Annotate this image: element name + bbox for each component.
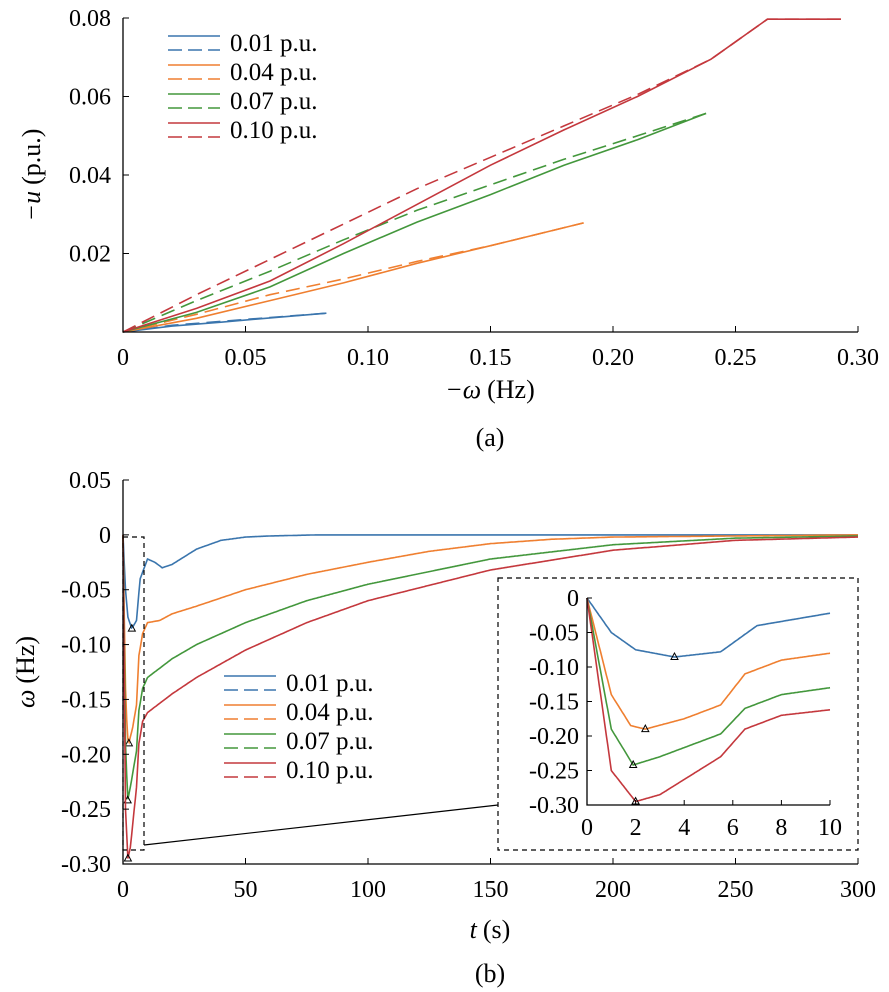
inset-nadir-marker xyxy=(670,651,679,660)
inset-ytick-label: 0 xyxy=(567,586,579,612)
series-solid-line xyxy=(122,534,858,630)
panel-b-xlabel: t (s) xyxy=(470,915,511,944)
zoom-region-box xyxy=(122,536,145,851)
panel-a-ytick-label: 0.08 xyxy=(69,6,111,32)
panel-b-xtick-label: 100 xyxy=(350,877,386,903)
panel-a-xtick-label: 0.10 xyxy=(347,345,389,371)
inset-xtick-label: 6 xyxy=(727,815,739,841)
inset-ytick-label: -0.05 xyxy=(529,621,579,647)
panel-b-xtick-label: 50 xyxy=(234,877,258,903)
panel-b-legend-label: 0.07 p.u. xyxy=(286,728,374,755)
inset-xtick-label: 4 xyxy=(678,815,690,841)
series-solid-line xyxy=(122,534,858,800)
panel-b-ytick-label: 0.05 xyxy=(69,468,111,494)
inset-ytick-label: -0.30 xyxy=(529,793,579,819)
panel-b-caption: (b) xyxy=(475,959,505,988)
nadir-marker xyxy=(123,853,133,862)
series-dashed-line xyxy=(122,222,584,333)
nadir-marker xyxy=(124,738,134,747)
panel-b-ytick-label: -0.15 xyxy=(61,687,111,713)
inset-series-line xyxy=(586,597,831,803)
panel-a-ylabel: −u(p.u.) xyxy=(17,129,46,222)
inset-ytick-label: -0.20 xyxy=(529,724,579,750)
inset-xtick-label: 2 xyxy=(630,815,642,841)
panel-b-xtick-label: 0 xyxy=(117,877,129,903)
series-solid-line xyxy=(122,312,327,333)
panel-b-ytick-label: -0.05 xyxy=(61,578,111,604)
inset-xtick-label: 10 xyxy=(818,815,842,841)
panel-b-legend: 0.01 p.u.0.04 p.u.0.07 p.u.0.10 p.u. xyxy=(224,670,374,784)
inset-series-line xyxy=(586,597,831,658)
panel-b-series xyxy=(122,534,858,862)
zoom-connector-line xyxy=(143,804,499,846)
panel-a: 0 0.05 0.10 0.15 0.20 0.25 0.30 0.02 0.04 0.06 0.0… xyxy=(17,6,879,452)
panel-a-ticks: 0 0.05 0.10 0.15 0.20 0.25 0.30 0.02 0.04 0.06 0.0… xyxy=(69,6,879,371)
series-solid-line xyxy=(122,534,858,859)
inset-series xyxy=(586,597,831,805)
inset-xtick-label: 0 xyxy=(581,815,593,841)
panel-b-xtick-label: 300 xyxy=(840,877,876,903)
nadir-marker xyxy=(127,623,137,632)
panel-a-xtick-label: 0.20 xyxy=(592,345,634,371)
panel-a-xtick-label: 0.25 xyxy=(715,345,757,371)
panel-b-ytick-label: -0.10 xyxy=(61,633,111,659)
panel-a-ytick-label: 0.02 xyxy=(69,242,111,268)
panel-b-xtick-label: 150 xyxy=(473,877,509,903)
panel-a-ytick-label: 0.04 xyxy=(69,163,111,189)
inset-nadir-marker xyxy=(628,759,638,768)
panel-b: 0 50 100 150 200 250 3000.050-0.05-0.10-0.15-0… xyxy=(11,468,876,988)
panel-b-xtick-label: 250 xyxy=(718,877,754,903)
series-dashed-line xyxy=(122,18,841,333)
panel-b-legend-label: 0.04 p.u. xyxy=(286,699,374,726)
panel-a-caption: (a) xyxy=(476,423,505,452)
panel-a-legend-label: 0.04 p.u. xyxy=(230,59,318,86)
inset-ytick-label: -0.15 xyxy=(529,690,579,716)
panel-a-xlabel: −ω (Hz) xyxy=(445,375,535,404)
series-solid-line xyxy=(122,18,841,333)
inset-series-line xyxy=(586,597,831,766)
panel-a-legend-label: 0.07 p.u. xyxy=(230,88,318,115)
inset-ticks: 0 2 4 6 8 10 0 -0.05 -0.10 -0.15 -0.20 -0.25 -0.30 xyxy=(529,586,842,841)
series-dashed-line xyxy=(122,112,707,333)
panel-b-legend-label: 0.10 p.u. xyxy=(286,757,374,784)
panel-b-legend-label: 0.01 p.u. xyxy=(286,670,374,697)
panel-b-ylabel: ω(Hz) xyxy=(11,636,40,708)
panel-a-xtick-label: 0.30 xyxy=(837,345,879,371)
panel-a-series xyxy=(122,18,841,333)
panel-b-ytick-label: -0.20 xyxy=(61,742,111,768)
panel-a-legend-label: 0.01 p.u. xyxy=(230,30,318,57)
panel-a-xtick-label: 0 xyxy=(117,345,129,371)
panel-a-legend-label: 0.10 p.u. xyxy=(230,117,318,144)
panel-b-ytick-label: -0.30 xyxy=(61,852,111,878)
panel-b-ticks: 0 50 100 150 200 250 3000.050-0.05-0.10-0.15-0… xyxy=(61,468,876,903)
inset-plot: 0 2 4 6 8 10 0 -0.05 -0.10 -0.15 -0.20 -0.25 -0.30 xyxy=(529,586,842,841)
panel-b-ytick-label: -0.25 xyxy=(61,797,111,823)
inset-nadir-marker xyxy=(640,724,650,733)
inset-ytick-label: -0.10 xyxy=(529,655,579,681)
series-solid-line xyxy=(122,534,858,745)
panel-b-ytick-label: 0 xyxy=(99,523,111,549)
inset-series-line xyxy=(586,597,831,730)
panel-b-xtick-label: 200 xyxy=(595,877,631,903)
panel-a-xtick-label: 0.15 xyxy=(470,345,512,371)
series-solid-line xyxy=(122,112,707,333)
panel-a-xtick-label: 0.05 xyxy=(225,345,267,371)
panel-a-legend: 0.01 p.u.0.04 p.u.0.07 p.u.0.10 p.u. xyxy=(168,30,318,144)
inset-xtick-label: 8 xyxy=(775,815,787,841)
series-solid-line xyxy=(122,222,584,333)
panel-a-ytick-label: 0.06 xyxy=(69,85,111,111)
inset-ytick-label: -0.25 xyxy=(529,759,579,785)
